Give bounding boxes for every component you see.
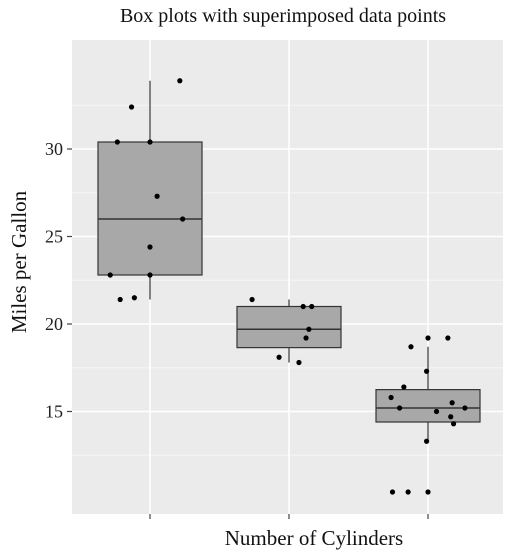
y-axis-title: Miles per Gallon [7,190,31,333]
data-point [450,421,457,427]
data-points [107,78,468,495]
y-tick-label: 20 [45,314,63,334]
data-point [147,244,153,250]
data-point [425,489,431,495]
box-4 [97,141,203,276]
data-point [388,394,394,401]
data-point [117,296,123,303]
data-point [449,400,455,406]
data-point [309,303,315,310]
y-tick-label: 15 [45,402,63,422]
data-point [425,335,431,341]
data-point [303,335,309,341]
data-point [249,296,255,303]
data-point [180,216,186,222]
grid-lines [72,40,503,514]
y-tick-label: 30 [45,139,63,159]
data-point [300,303,306,310]
plot-panel [72,40,503,514]
box-8 [375,389,481,423]
x-axis-title: Number of Cylinders [225,526,403,550]
data-point [131,295,137,301]
data-point [445,335,451,341]
data-point [423,438,430,444]
data-point [107,272,113,278]
data-point [147,139,153,145]
boxes [97,80,481,442]
chart-title: Box plots with superimposed data points [120,5,446,27]
box-6 [236,305,342,349]
data-point [389,489,396,495]
data-point [128,104,135,110]
data-point [154,193,160,199]
data-point [448,414,454,420]
data-point [147,272,153,278]
data-point [405,489,411,495]
data-point [397,405,403,411]
axes: 15 20 25 30 [45,139,429,519]
data-point [177,78,183,84]
data-point [408,344,414,350]
data-point [276,354,282,360]
data-point [462,405,468,411]
data-point [114,139,120,145]
y-tick-label: 25 [45,227,63,247]
data-point [401,384,407,390]
data-point [306,326,312,332]
data-point [423,368,430,374]
data-point [296,359,302,366]
data-point [433,408,440,415]
